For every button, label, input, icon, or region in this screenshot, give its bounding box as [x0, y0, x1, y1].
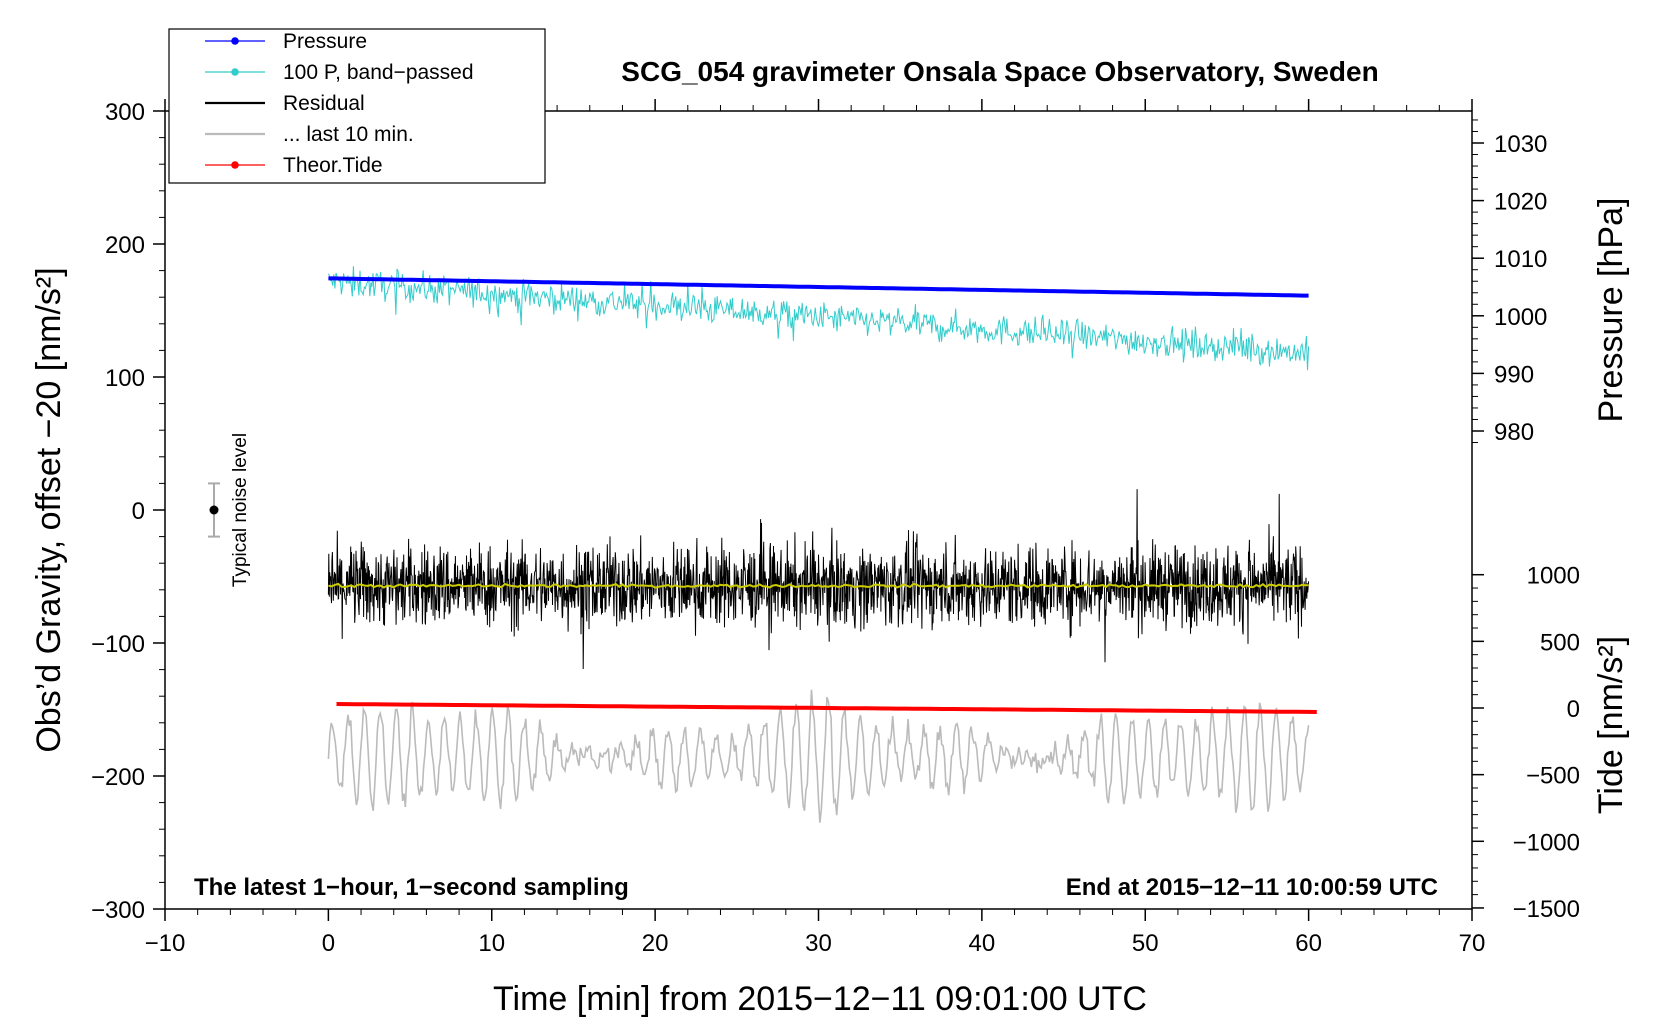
legend-label: 100 P, band−passed — [283, 61, 474, 84]
series-line-pressure — [328, 276, 1309, 298]
series-line-bandpassed — [327, 266, 1310, 371]
legend-label: ... last 10 min. — [283, 123, 414, 146]
axes: −10 0 10 20 30 40 50 60 703002001000−100−200−300… — [91, 99, 1580, 957]
x-tick-label: 70 — [1459, 930, 1486, 957]
pressure-tick-label: 1030 — [1494, 131, 1547, 158]
pressure-tick-label: 1020 — [1494, 189, 1547, 216]
legend-label: Pressure — [283, 30, 367, 53]
pressure-tick-label: 980 — [1494, 419, 1534, 446]
y-axis-label-left: Obs’d Gravity, offset −20 [nm/s²] — [30, 267, 68, 752]
x-tick-label: 30 — [805, 930, 832, 957]
y-tick-label-left: 300 — [105, 99, 145, 126]
chart-title: SCG_054 gravimeter Onsala Space Observat… — [621, 56, 1378, 87]
y-axis-label-pressure: Pressure [hPa] — [1592, 198, 1630, 423]
pressure-tick-label: 990 — [1494, 361, 1534, 388]
x-tick-label: −10 — [145, 930, 186, 957]
x-tick-label: 20 — [642, 930, 669, 957]
pressure-tick-label: 1000 — [1494, 304, 1547, 331]
y-tick-label-left: 100 — [105, 365, 145, 392]
y-tick-label-left: −300 — [91, 897, 145, 924]
pressure-tick-label: 1010 — [1494, 246, 1547, 273]
y-tick-label-left: −100 — [91, 631, 145, 658]
tide-tick-label: −1500 — [1513, 896, 1580, 923]
y-axis-label-tide: Tide [nm/s²] — [1592, 636, 1630, 814]
series-line-residual — [327, 489, 1310, 670]
y-tick-label-left: 200 — [105, 232, 145, 259]
y-tick-label-left: 0 — [132, 498, 145, 525]
noise-level-label: Typical noise level — [230, 433, 251, 587]
y-tick-label-left: −200 — [91, 764, 145, 791]
tide-tick-label: −1000 — [1513, 829, 1580, 856]
legend-marker — [231, 161, 239, 169]
plot-area — [164, 110, 1473, 910]
annotation-end-time: End at 2015−12−11 10:00:59 UTC — [1066, 874, 1438, 901]
noise-center-point — [209, 505, 219, 515]
x-tick-label: 40 — [969, 930, 996, 957]
x-tick-label: 0 — [322, 930, 335, 957]
annotation-sampling: The latest 1−hour, 1−second sampling — [194, 874, 629, 901]
plot-frame — [164, 110, 1473, 910]
legend-box — [168, 28, 546, 184]
noise-level-marker — [208, 482, 221, 538]
x-axis-label: Time [min] from 2015−12−11 09:01:00 UTC — [493, 980, 1147, 1018]
tide-tick-label: 500 — [1540, 629, 1580, 656]
legend-marker — [231, 68, 239, 76]
series-line-tide — [336, 702, 1317, 714]
series-layer — [327, 266, 1317, 823]
legend-marker — [231, 37, 239, 45]
legend-label: Residual — [283, 92, 365, 115]
x-tick-label: 50 — [1132, 930, 1159, 957]
tide-tick-label: 0 — [1567, 696, 1580, 723]
x-tick-label: 10 — [478, 930, 505, 957]
legend-label: Theor.Tide — [283, 154, 383, 177]
x-tick-label: 60 — [1295, 930, 1322, 957]
legend: Pressure 100 P, band−passed Residual ... la… — [168, 28, 546, 184]
tide-tick-label: 1000 — [1527, 563, 1580, 590]
series-line-last-10-min — [327, 689, 1310, 823]
series-line-residual-smoothed — [328, 582, 1309, 589]
tide-tick-label: −500 — [1526, 763, 1580, 790]
